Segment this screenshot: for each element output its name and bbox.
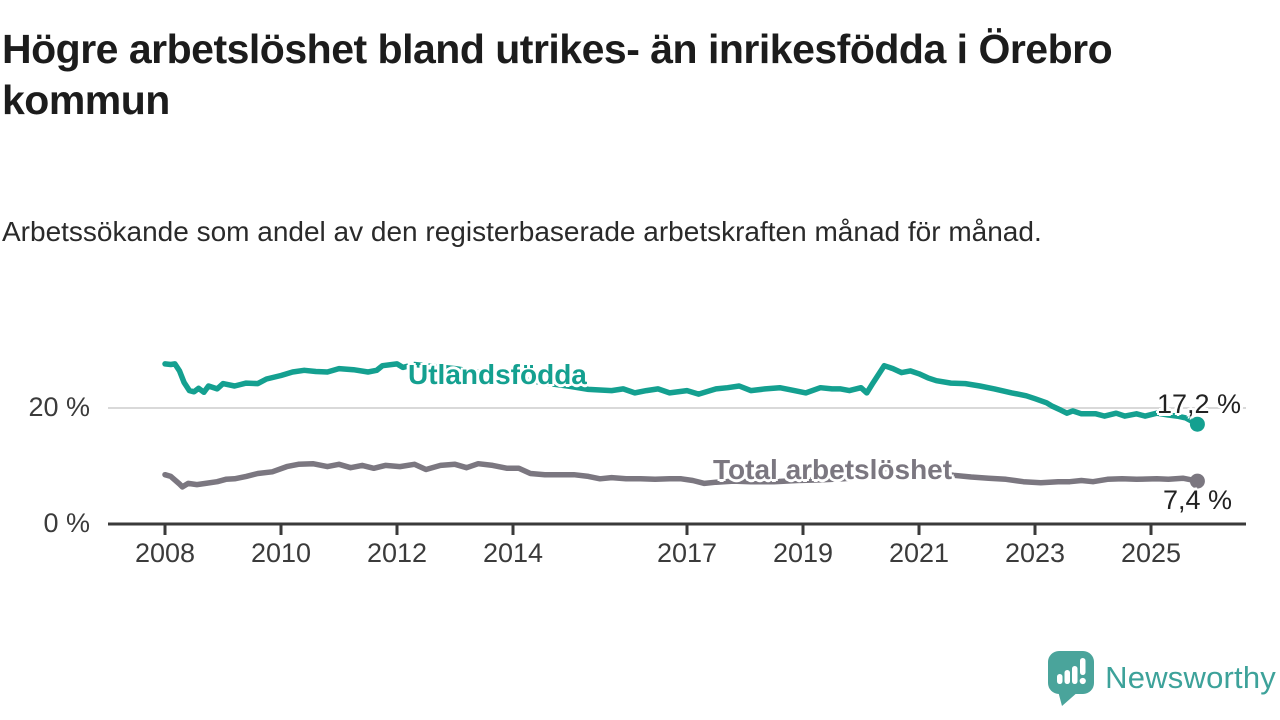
page-title: Högre arbetslöshet bland utrikes- än inr…	[2, 26, 1113, 124]
end-value-label-utlandsfodda: 17,2 %	[1157, 389, 1242, 419]
x-axis-label-2025: 2025	[1120, 538, 1182, 568]
x-axis-label-2023: 2023	[1004, 538, 1066, 568]
chart-subtitle: Arbetssökande som andel av den registerb…	[2, 216, 1042, 247]
x-axis-label-2021: 2021	[888, 538, 950, 568]
brand-name: Newsworthy	[1105, 660, 1276, 695]
end-value-label-total-arbetsloshet: 7,4 %	[1163, 485, 1233, 515]
x-axis-label-2019: 2019	[772, 538, 834, 568]
x-axis-label-2014: 2014	[482, 538, 544, 568]
newsworthy-speech-bubble-barchart-icon	[1048, 651, 1095, 706]
x-axis-label-2008: 2008	[134, 538, 196, 568]
series-label-utlandsfodda: Utlandsfödda	[408, 359, 587, 390]
series-label-total-arbetsloshet: Total arbetslöshet	[713, 454, 953, 485]
x-axis-label-2010: 2010	[250, 538, 312, 568]
y-axis-label-20: 20 %	[28, 392, 90, 422]
y-axis-label-0: 0 %	[43, 508, 90, 538]
x-axis-label-2017: 2017	[656, 538, 718, 568]
newsworthy-brandmark: Newsworthy	[1047, 648, 1276, 708]
x-axis-label-2012: 2012	[366, 538, 428, 568]
